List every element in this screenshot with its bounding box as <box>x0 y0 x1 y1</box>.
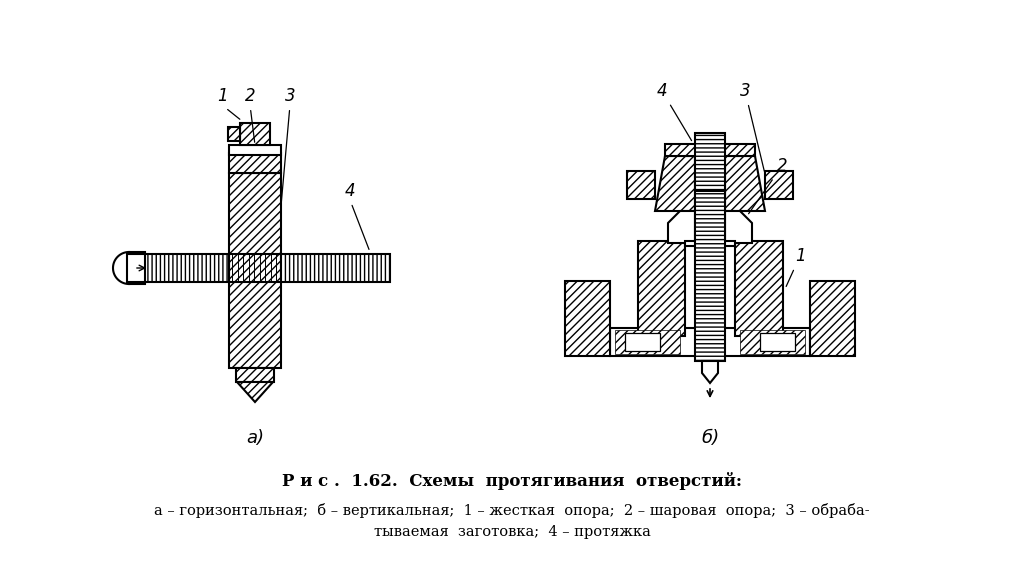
Text: а): а) <box>246 429 264 447</box>
Text: а – горизонтальная;  б – вертикальная;  1 – жесткая  опора;  2 – шаровая  опора;: а – горизонтальная; б – вертикальная; 1 … <box>155 503 869 518</box>
Bar <box>695 191 725 361</box>
Bar <box>228 127 240 141</box>
Polygon shape <box>627 171 655 199</box>
Bar <box>615 330 680 354</box>
Bar <box>240 123 270 145</box>
Bar <box>127 254 145 282</box>
Text: 1: 1 <box>786 247 805 286</box>
Polygon shape <box>765 171 793 199</box>
Text: б): б) <box>701 429 719 447</box>
Bar <box>229 145 281 155</box>
Text: Р и с .  1.62.  Схемы  протягивания  отверстий:: Р и с . 1.62. Схемы протягивания отверст… <box>282 472 742 490</box>
Text: 1: 1 <box>217 87 240 119</box>
Bar <box>565 281 610 356</box>
Text: 2: 2 <box>749 157 787 214</box>
Bar <box>695 133 725 191</box>
Text: 3: 3 <box>739 82 764 171</box>
Polygon shape <box>725 156 765 211</box>
Bar <box>760 333 795 351</box>
Bar <box>625 333 660 351</box>
Bar <box>665 144 755 156</box>
Text: 2: 2 <box>245 87 255 142</box>
Bar <box>810 281 855 356</box>
Bar <box>143 254 229 282</box>
Polygon shape <box>668 211 695 243</box>
Text: 4: 4 <box>345 182 369 249</box>
Polygon shape <box>735 241 783 336</box>
Polygon shape <box>638 241 685 336</box>
Polygon shape <box>725 211 752 243</box>
Bar <box>236 368 274 382</box>
Text: тываемая  заготовка;  4 – протяжка: тываемая заготовка; 4 – протяжка <box>374 525 650 539</box>
Polygon shape <box>655 156 695 211</box>
Bar <box>685 241 735 246</box>
Text: 4: 4 <box>656 82 691 141</box>
Polygon shape <box>237 382 273 402</box>
Bar <box>229 173 281 368</box>
Bar <box>610 328 810 356</box>
Bar <box>740 330 805 354</box>
Bar <box>281 254 390 282</box>
Text: 3: 3 <box>282 87 295 203</box>
Bar <box>229 153 281 173</box>
Polygon shape <box>702 361 718 383</box>
